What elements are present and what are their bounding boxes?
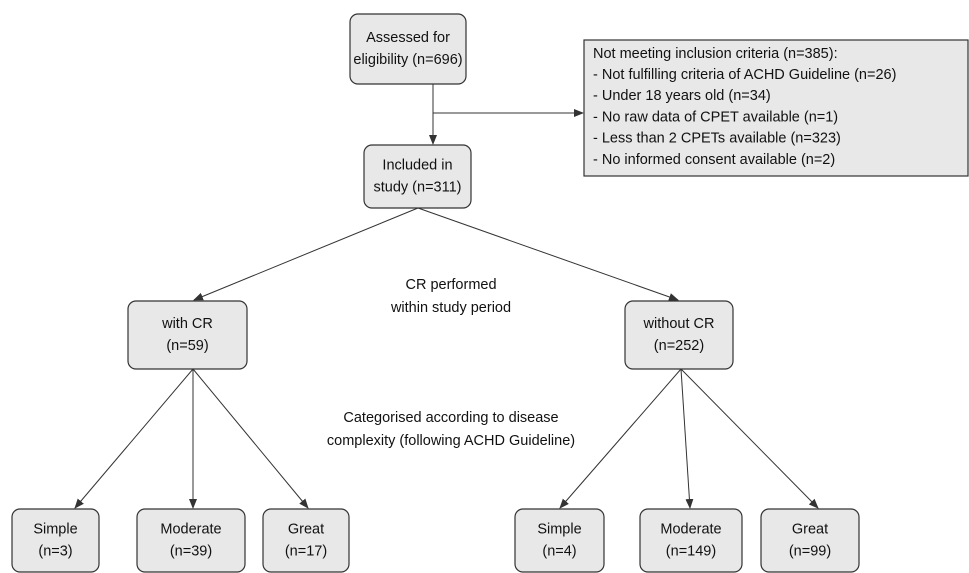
node-box [262,508,350,573]
node-box [760,508,860,573]
node-label: (n=4) [542,543,576,559]
node-label: Included in [382,157,452,173]
arrow [559,368,682,509]
node-label: eligibility (n=696) [353,52,462,68]
node-label: Simple [33,521,77,537]
annotation: Categorised according to disease [343,410,558,426]
connectors [74,84,819,509]
node-box [639,508,743,573]
exclusion-box [583,39,969,177]
node-box [11,508,100,573]
node-label: study (n=311) [374,179,462,195]
node-label: (n=99) [789,543,831,559]
exclusion-text: - Less than 2 CPETs available (n=323) [593,131,841,147]
node-box [514,508,605,573]
annotation: CR performed [405,277,496,293]
exclusion-text: - No informed consent available (n=2) [593,152,835,168]
node-box [624,300,734,370]
node-label: Great [288,521,324,537]
node-label: Assessed for [366,30,450,46]
arrow [680,368,694,509]
node-label: Moderate [660,521,721,537]
node-label: Simple [537,521,581,537]
exclusion-text: - Not fulfilling criteria of ACHD Guidel… [593,67,896,83]
node-label: (n=17) [285,543,327,559]
node-label: with CR [161,316,213,332]
node-label: without CR [643,316,715,332]
exclusion-text: - Under 18 years old (n=34) [593,88,771,104]
annotation: complexity (following ACHD Guideline) [327,433,575,449]
annotation: within study period [390,300,511,316]
arrow [192,368,309,509]
node-box [127,300,248,370]
node-label: Great [792,521,828,537]
node-label: (n=252) [654,338,704,354]
exclusion-text: - No raw data of CPET available (n=1) [593,109,838,125]
exclusion-text: Not meeting inclusion criteria (n=385): [593,46,838,62]
node-label: (n=39) [170,543,212,559]
node-box [349,13,467,85]
arrow [193,207,419,301]
node-label: (n=59) [166,338,208,354]
node-label: Moderate [160,521,221,537]
arrow [680,368,819,509]
node-label: (n=149) [666,543,716,559]
node-box [136,508,246,573]
arrow [417,207,679,301]
arrow [74,368,194,509]
node-label: (n=3) [38,543,72,559]
node-box [363,144,472,209]
